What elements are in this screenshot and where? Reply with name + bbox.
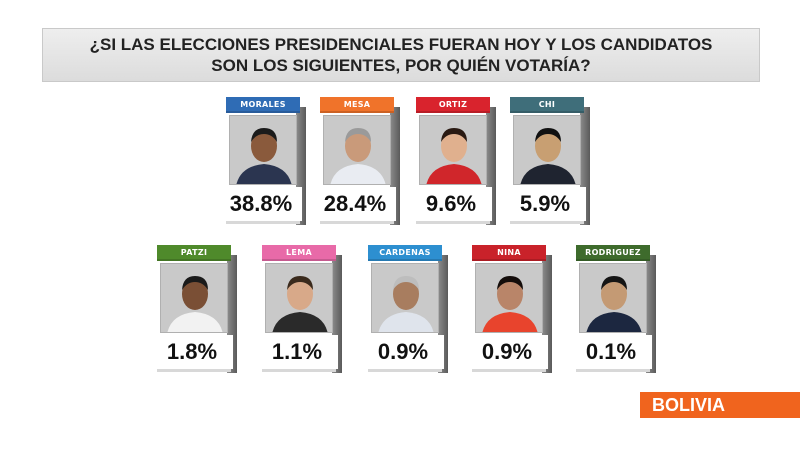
card-side-shade <box>227 255 237 373</box>
card-side-shade <box>390 107 400 225</box>
card-side-shade <box>542 255 552 373</box>
vote-percentage: 1.1% <box>256 335 338 369</box>
candidate-card-patzi: PATZI 1.8% <box>151 245 237 373</box>
card-base-bar <box>368 369 442 372</box>
candidate-photo <box>513 115 581 185</box>
candidate-name-label: NINA <box>472 245 546 261</box>
candidate-card-rodriguez: RODRIGUEZ 0.1% <box>570 245 656 373</box>
question-title: ¿SI LAS ELECCIONES PRESIDENCIALES FUERAN… <box>89 35 713 75</box>
card-base-bar <box>226 221 300 224</box>
candidate-card-nina: NINA 0.9% <box>466 245 552 373</box>
vote-percentage: 38.8% <box>220 187 302 221</box>
card-side-shade <box>332 255 342 373</box>
candidate-photo <box>160 263 228 333</box>
candidate-card-morales: MORALES 38.8% <box>220 97 306 225</box>
candidate-card-cardenas: CARDENAS 0.9% <box>362 245 448 373</box>
candidate-photo <box>265 263 333 333</box>
candidate-photo <box>371 263 439 333</box>
vote-percentage: 9.6% <box>410 187 492 221</box>
candidate-name-label: PATZI <box>157 245 231 261</box>
candidate-card-chi: CHI 5.9% <box>504 97 590 225</box>
card-side-shade <box>486 107 496 225</box>
vote-percentage: 0.1% <box>570 335 652 369</box>
vote-percentage: 5.9% <box>504 187 586 221</box>
card-base-bar <box>157 369 231 372</box>
country-badge: BOLIVIA <box>640 392 800 418</box>
candidate-name-label: CARDENAS <box>368 245 442 261</box>
candidate-name-label: MORALES <box>226 97 300 113</box>
card-side-shade <box>438 255 448 373</box>
card-base-bar <box>576 369 650 372</box>
candidate-photo <box>419 115 487 185</box>
card-base-bar <box>472 369 546 372</box>
candidate-photo <box>229 115 297 185</box>
vote-percentage: 28.4% <box>314 187 396 221</box>
candidate-name-label: LEMA <box>262 245 336 261</box>
vote-percentage: 0.9% <box>466 335 548 369</box>
candidate-name-label: CHI <box>510 97 584 113</box>
question-title-box: ¿SI LAS ELECCIONES PRESIDENCIALES FUERAN… <box>42 28 760 82</box>
card-base-bar <box>320 221 394 224</box>
card-side-shade <box>646 255 656 373</box>
card-side-shade <box>580 107 590 225</box>
vote-percentage: 0.9% <box>362 335 444 369</box>
candidate-card-lema: LEMA 1.1% <box>256 245 342 373</box>
candidate-photo <box>475 263 543 333</box>
candidate-card-mesa: MESA 28.4% <box>314 97 400 225</box>
card-base-bar <box>262 369 336 372</box>
card-side-shade <box>296 107 306 225</box>
candidate-photo <box>323 115 391 185</box>
card-base-bar <box>510 221 584 224</box>
vote-percentage: 1.8% <box>151 335 233 369</box>
candidate-name-label: ORTIZ <box>416 97 490 113</box>
candidate-card-ortiz: ORTIZ 9.6% <box>410 97 496 225</box>
card-base-bar <box>416 221 490 224</box>
candidate-photo <box>579 263 647 333</box>
candidate-name-label: MESA <box>320 97 394 113</box>
candidate-name-label: RODRIGUEZ <box>576 245 650 261</box>
